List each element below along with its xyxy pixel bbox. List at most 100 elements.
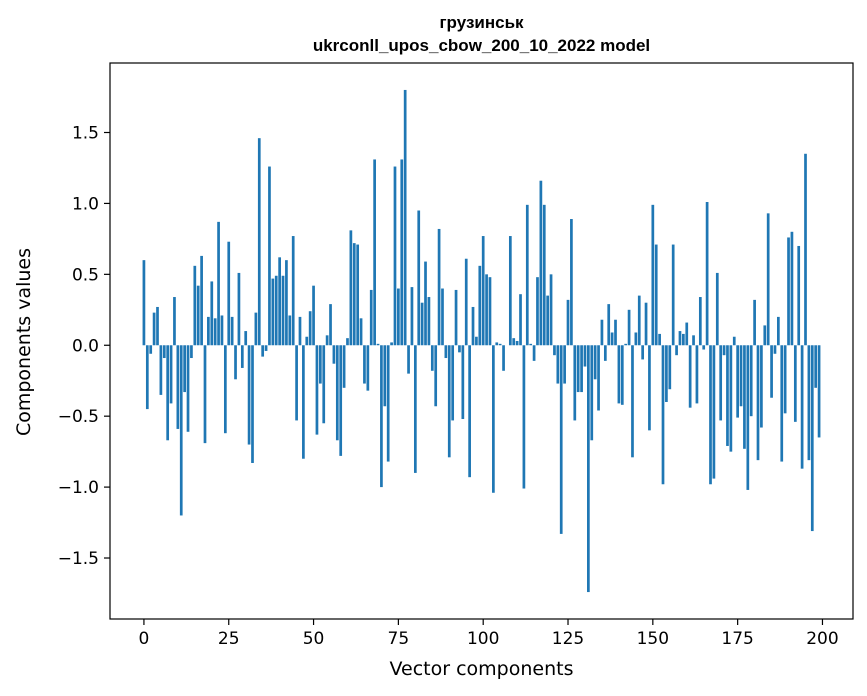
bar xyxy=(603,345,607,361)
bar xyxy=(271,278,275,346)
bar xyxy=(753,299,756,346)
bar xyxy=(793,345,797,422)
bar xyxy=(434,345,438,407)
bar xyxy=(173,297,176,346)
bar xyxy=(407,345,410,374)
bar xyxy=(159,345,163,395)
bar xyxy=(342,345,346,388)
bar xyxy=(726,345,729,446)
bar xyxy=(213,318,217,346)
bar xyxy=(766,213,770,346)
x-tick-label: 0 xyxy=(139,629,150,649)
bar xyxy=(760,345,763,428)
bar xyxy=(420,302,424,346)
bar xyxy=(736,345,739,418)
bar xyxy=(783,345,787,414)
bar xyxy=(532,345,536,361)
bar xyxy=(722,345,726,356)
bar xyxy=(770,345,773,398)
bar xyxy=(234,345,237,380)
bar xyxy=(329,304,332,346)
bar xyxy=(156,306,159,346)
x-tick-label: 150 xyxy=(637,629,669,649)
bar xyxy=(451,345,455,421)
bar xyxy=(634,332,638,346)
bar xyxy=(675,345,678,356)
bar xyxy=(512,338,516,346)
bar xyxy=(193,265,197,346)
bar xyxy=(777,316,780,346)
bar xyxy=(631,345,634,458)
bar xyxy=(746,345,750,490)
bar xyxy=(485,274,488,346)
bar xyxy=(817,345,821,438)
bar xyxy=(145,345,149,410)
bar xyxy=(787,237,790,346)
bar xyxy=(413,345,417,473)
bar xyxy=(468,345,471,478)
bar xyxy=(627,309,631,346)
bar xyxy=(369,289,373,346)
bar xyxy=(380,345,383,488)
x-tick-label: 125 xyxy=(552,629,584,649)
bar xyxy=(312,285,315,346)
bar xyxy=(318,345,322,384)
bar xyxy=(519,294,522,346)
bar xyxy=(291,236,295,346)
bar xyxy=(427,297,431,346)
bar xyxy=(461,345,465,420)
chart-subtitle: ukrconll_upos_cbow_200_10_2022 model xyxy=(312,36,651,55)
plot-frame xyxy=(109,62,854,620)
bar xyxy=(790,231,794,346)
bar xyxy=(237,272,241,346)
bar xyxy=(162,345,166,359)
bar xyxy=(203,345,207,444)
bar xyxy=(230,316,234,346)
bar xyxy=(186,345,190,432)
bar xyxy=(729,345,733,452)
bar xyxy=(651,204,655,346)
bar xyxy=(142,260,146,346)
bar xyxy=(644,302,648,346)
bar xyxy=(417,210,421,346)
bar xyxy=(780,345,784,462)
bar xyxy=(529,343,533,346)
bar xyxy=(335,345,339,441)
bar xyxy=(590,345,594,441)
bar xyxy=(576,345,580,393)
bar xyxy=(665,345,668,402)
bar xyxy=(397,288,400,346)
bar xyxy=(580,345,583,393)
bar xyxy=(539,180,543,346)
bar xyxy=(217,221,220,346)
y-axis-label: Components values xyxy=(13,247,35,437)
bar xyxy=(254,312,258,346)
bar xyxy=(610,332,614,346)
x-tick-label: 75 xyxy=(388,629,410,649)
bar xyxy=(525,204,529,346)
bar xyxy=(556,345,560,384)
bar xyxy=(709,345,712,485)
bar xyxy=(257,138,261,346)
x-tick-label: 200 xyxy=(806,629,838,649)
bar xyxy=(386,345,390,462)
y-tick-label: 1.0 xyxy=(72,194,99,214)
bar xyxy=(549,274,553,346)
bar xyxy=(668,345,672,390)
bar xyxy=(464,258,468,346)
bar xyxy=(739,345,743,407)
bar xyxy=(641,345,645,360)
bar xyxy=(763,325,767,346)
bar xyxy=(458,345,461,353)
bar xyxy=(536,277,539,346)
bar xyxy=(359,318,363,346)
bar xyxy=(743,345,746,449)
bar xyxy=(308,311,312,346)
x-tick-label: 175 xyxy=(721,629,753,649)
bar xyxy=(302,345,305,459)
bar xyxy=(712,345,716,479)
bar xyxy=(325,335,329,346)
bar xyxy=(559,345,563,534)
